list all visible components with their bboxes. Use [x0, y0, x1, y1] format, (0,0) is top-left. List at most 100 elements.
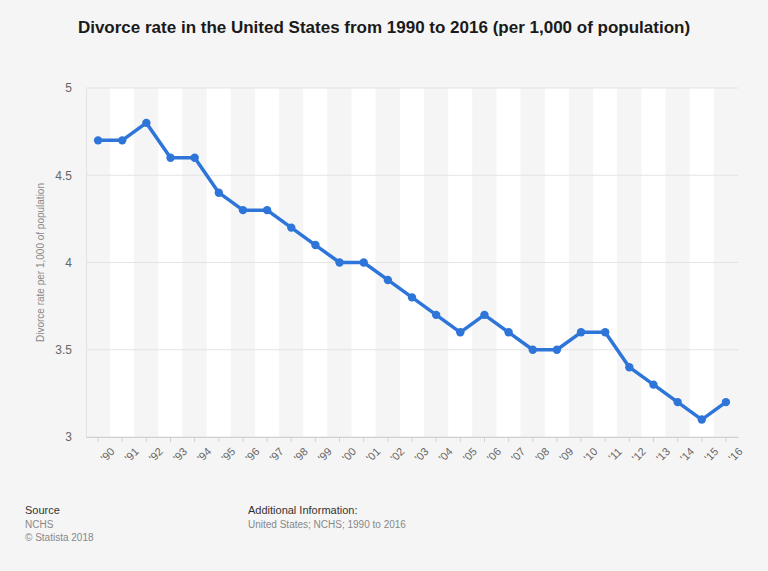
marker: [408, 293, 416, 301]
x-tick-mark: [194, 437, 195, 442]
x-tick-mark: [267, 437, 268, 442]
x-tick: '92: [146, 437, 165, 464]
info-text: United States; NCHS; 1990 to 2016: [248, 519, 406, 530]
marker: [263, 206, 271, 214]
info-heading: Additional Information:: [248, 504, 357, 516]
marker: [504, 328, 512, 336]
x-tick-mark: [242, 437, 243, 442]
x-tick-label: '09: [557, 445, 576, 464]
x-tick: '98: [291, 437, 310, 464]
x-tick-mark: [653, 437, 654, 442]
x-tick-label: '10: [581, 445, 600, 464]
y-tick-label: 3: [65, 430, 72, 444]
x-tick-label: '95: [219, 445, 238, 464]
x-tick-label: '01: [364, 445, 383, 464]
x-tick: '10: [581, 437, 600, 464]
x-tick-label: '90: [98, 445, 117, 464]
x-tick-label: '96: [243, 445, 262, 464]
marker: [360, 258, 368, 266]
x-tick-mark: [122, 437, 123, 442]
x-tick-label: '08: [533, 445, 552, 464]
title: Divorce rate in the United States from 1…: [78, 18, 690, 37]
x-tick: '16: [726, 437, 745, 464]
x-tick: '07: [509, 437, 528, 464]
x-tick-mark: [581, 437, 582, 442]
marker: [311, 241, 319, 249]
marker: [529, 346, 537, 354]
x-tick-mark: [508, 437, 509, 442]
x-tick-mark: [436, 437, 437, 442]
marker: [722, 398, 730, 406]
x-tick-mark: [629, 437, 630, 442]
y-tick-label: 3.5: [55, 343, 72, 357]
y-axis-line: [86, 89, 87, 438]
marker: [577, 328, 585, 336]
marker: [553, 346, 561, 354]
x-tick: '09: [557, 437, 576, 464]
x-tick: '15: [702, 437, 721, 464]
x-tick-mark: [98, 437, 99, 442]
y-tick-label: 4: [65, 256, 72, 270]
x-tick-label: '91: [122, 445, 141, 464]
x-tick: '97: [267, 437, 286, 464]
grid-line: [86, 175, 738, 176]
y-axis-title: Divorce rate per 1,000 of population: [35, 183, 46, 342]
x-tick: '05: [460, 437, 479, 464]
x-tick: '01: [364, 437, 383, 464]
marker: [601, 328, 609, 336]
marker: [190, 154, 198, 162]
marker: [673, 398, 681, 406]
x-tick: '11: [605, 437, 624, 463]
x-tick-mark: [677, 437, 678, 442]
x-tick-mark: [291, 437, 292, 442]
marker: [432, 311, 440, 319]
x-tick-mark: [605, 437, 606, 442]
x-tick-label: '16: [726, 445, 745, 464]
x-tick-label: '03: [412, 445, 431, 464]
grid-line: [86, 262, 738, 263]
x-tick-label: '97: [267, 445, 286, 464]
x-tick-mark: [315, 437, 316, 442]
y-tick: 5: [65, 81, 86, 95]
marker: [384, 276, 392, 284]
source-heading: Source: [25, 504, 60, 516]
x-tick-mark: [146, 437, 147, 442]
source-line: © Statista 2018: [25, 532, 94, 543]
x-tick: '12: [629, 437, 648, 464]
x-tick-label: '94: [195, 445, 214, 464]
x-tick-mark: [363, 437, 364, 442]
x-tick-mark: [556, 437, 557, 442]
marker: [215, 189, 223, 197]
source-line: NCHS: [25, 519, 54, 530]
x-tick: '99: [315, 437, 334, 464]
x-tick-label: '02: [388, 445, 407, 464]
x-tick-label: '92: [146, 445, 165, 464]
marker: [94, 136, 102, 144]
x-tick-label: '05: [460, 445, 479, 464]
x-tick-label: '98: [291, 445, 310, 464]
x-tick-label: '06: [485, 445, 504, 464]
x-tick-mark: [170, 437, 171, 442]
marker: [287, 223, 295, 231]
marker: [335, 258, 343, 266]
line: [98, 123, 726, 420]
x-tick-label: '04: [436, 445, 455, 464]
x-tick-mark: [387, 437, 388, 442]
x-tick-label: '12: [629, 445, 648, 464]
x-tick-mark: [218, 437, 219, 442]
y-tick: 4: [65, 256, 86, 270]
background: [0, 0, 768, 571]
series: [94, 119, 730, 424]
x-tick: '04: [436, 437, 455, 464]
marker: [166, 154, 174, 162]
x-tick-mark: [460, 437, 461, 442]
y-tick-label: 4.5: [55, 169, 72, 183]
y-tick: 4.5: [55, 169, 86, 183]
x-tick-label: '00: [340, 445, 359, 464]
y-tick: 3: [65, 430, 86, 444]
x-tick: '13: [653, 437, 672, 464]
marker: [239, 206, 247, 214]
column-bands: [86, 88, 738, 437]
x-tick: '14: [678, 437, 697, 464]
x-tick: '03: [412, 437, 431, 464]
